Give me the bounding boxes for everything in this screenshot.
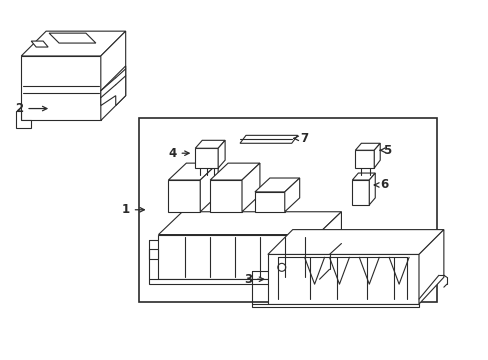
Polygon shape bbox=[158, 212, 341, 235]
Text: 2: 2 bbox=[15, 102, 47, 115]
Polygon shape bbox=[210, 180, 242, 212]
Polygon shape bbox=[31, 41, 48, 47]
Polygon shape bbox=[355, 150, 373, 168]
Polygon shape bbox=[368, 173, 374, 205]
Polygon shape bbox=[158, 235, 317, 279]
Polygon shape bbox=[218, 140, 224, 168]
Polygon shape bbox=[200, 163, 218, 212]
Polygon shape bbox=[240, 135, 297, 143]
Polygon shape bbox=[251, 304, 418, 307]
Polygon shape bbox=[267, 230, 443, 255]
Bar bbox=[138, 118, 436, 302]
Polygon shape bbox=[418, 230, 443, 304]
Text: 3: 3 bbox=[244, 273, 263, 286]
Polygon shape bbox=[317, 237, 327, 256]
Polygon shape bbox=[254, 178, 299, 192]
Polygon shape bbox=[267, 255, 418, 304]
Text: 7: 7 bbox=[293, 132, 308, 145]
Polygon shape bbox=[195, 148, 218, 168]
Text: 5: 5 bbox=[379, 144, 390, 157]
Polygon shape bbox=[101, 31, 125, 121]
Polygon shape bbox=[210, 163, 260, 180]
Polygon shape bbox=[242, 163, 260, 212]
Polygon shape bbox=[352, 180, 368, 205]
Polygon shape bbox=[168, 180, 200, 212]
Polygon shape bbox=[195, 140, 224, 148]
Polygon shape bbox=[148, 249, 158, 260]
Polygon shape bbox=[355, 143, 380, 150]
Polygon shape bbox=[284, 178, 299, 212]
Text: 1: 1 bbox=[122, 203, 144, 216]
Polygon shape bbox=[16, 111, 31, 129]
Polygon shape bbox=[148, 279, 319, 284]
Polygon shape bbox=[373, 143, 380, 168]
Text: 4: 4 bbox=[168, 147, 189, 160]
Polygon shape bbox=[317, 212, 341, 279]
Text: 6: 6 bbox=[373, 179, 387, 192]
Polygon shape bbox=[49, 33, 96, 43]
Polygon shape bbox=[21, 56, 101, 121]
Polygon shape bbox=[352, 173, 374, 180]
Polygon shape bbox=[21, 31, 125, 56]
Polygon shape bbox=[168, 163, 218, 180]
Polygon shape bbox=[254, 192, 284, 212]
Polygon shape bbox=[101, 66, 125, 105]
